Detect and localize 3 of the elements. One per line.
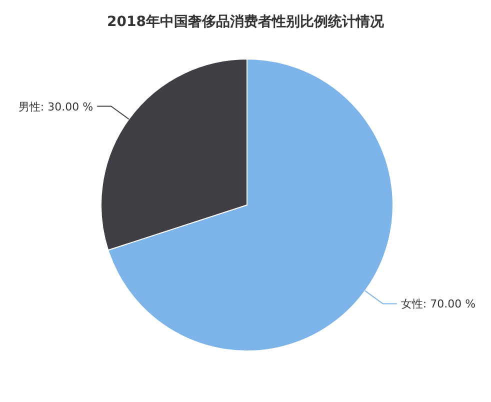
slice-label: 女性: 70.00 % [400,298,476,311]
chart-title: 2018年中国奢侈品消费者性别比例统计情况 [107,13,385,30]
slice-label: 男性: 30.00 % [18,100,94,114]
